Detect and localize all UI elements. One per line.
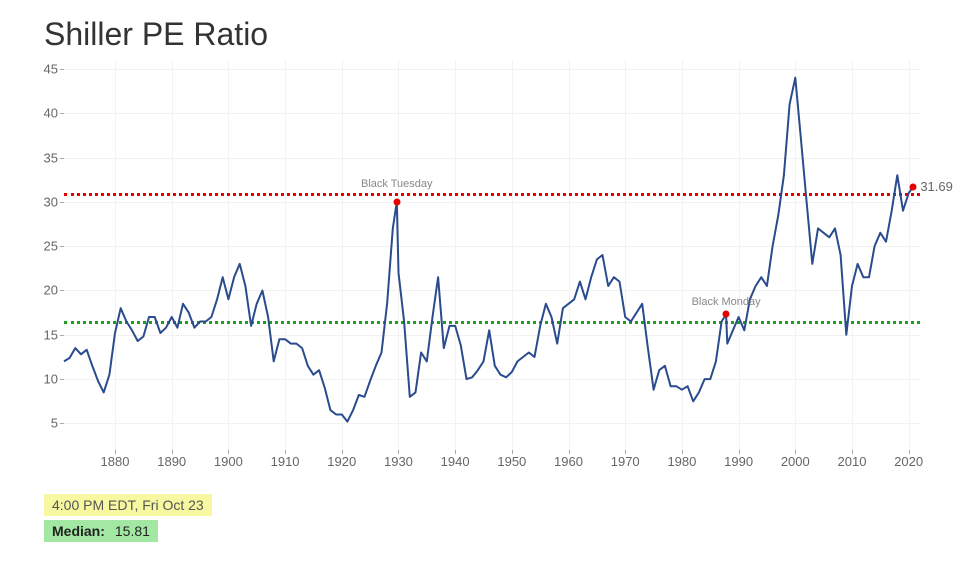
x-tick-label: 1990 — [724, 454, 753, 469]
x-tick-label: 2000 — [781, 454, 810, 469]
y-tick-label: 10 — [32, 372, 58, 387]
plot-region: Black Tuesday Black Monday — [64, 60, 920, 450]
event-marker — [910, 183, 917, 190]
x-tick-label: 1910 — [271, 454, 300, 469]
x-tick-label: 1930 — [384, 454, 413, 469]
y-tick-label: 20 — [32, 283, 58, 298]
x-tick-label: 1960 — [554, 454, 583, 469]
event-annotation: Black Monday — [692, 296, 761, 308]
x-tick-label: 1980 — [667, 454, 696, 469]
y-tick-label: 15 — [32, 327, 58, 342]
chart-footer: 4:00 PM EDT, Fri Oct 23 Median: 15.81 — [44, 494, 212, 546]
median-label: Median: — [52, 523, 105, 539]
line-series — [64, 60, 920, 450]
median-value: 15.81 — [115, 523, 150, 539]
y-tick-label: 45 — [32, 61, 58, 76]
x-tick-label: 1970 — [611, 454, 640, 469]
x-tick-label: 1900 — [214, 454, 243, 469]
chart-area: 51015202530354045 1880189019001910192019… — [40, 60, 920, 470]
y-tick-label: 25 — [32, 239, 58, 254]
current-value-text: 31.69 — [920, 179, 953, 194]
y-tick-label: 35 — [32, 150, 58, 165]
event-marker — [393, 198, 400, 205]
event-marker — [723, 311, 730, 318]
chart-title: Shiller PE Ratio — [44, 16, 268, 53]
x-tick-label: 1940 — [441, 454, 470, 469]
timestamp-badge: 4:00 PM EDT, Fri Oct 23 — [44, 494, 212, 516]
x-tick-label: 1890 — [157, 454, 186, 469]
x-tick-label: 1880 — [101, 454, 130, 469]
x-tick-label: 2010 — [838, 454, 867, 469]
median-badge: Median: 15.81 — [44, 520, 158, 542]
event-annotation: Black Tuesday — [361, 178, 433, 190]
y-tick-label: 30 — [32, 194, 58, 209]
x-tick-label: 1920 — [327, 454, 356, 469]
pe-ratio-line — [64, 78, 913, 422]
x-tick-label: 1950 — [497, 454, 526, 469]
x-tick-label: 2020 — [894, 454, 923, 469]
y-tick-label: 5 — [32, 416, 58, 431]
y-tick-label: 40 — [32, 106, 58, 121]
